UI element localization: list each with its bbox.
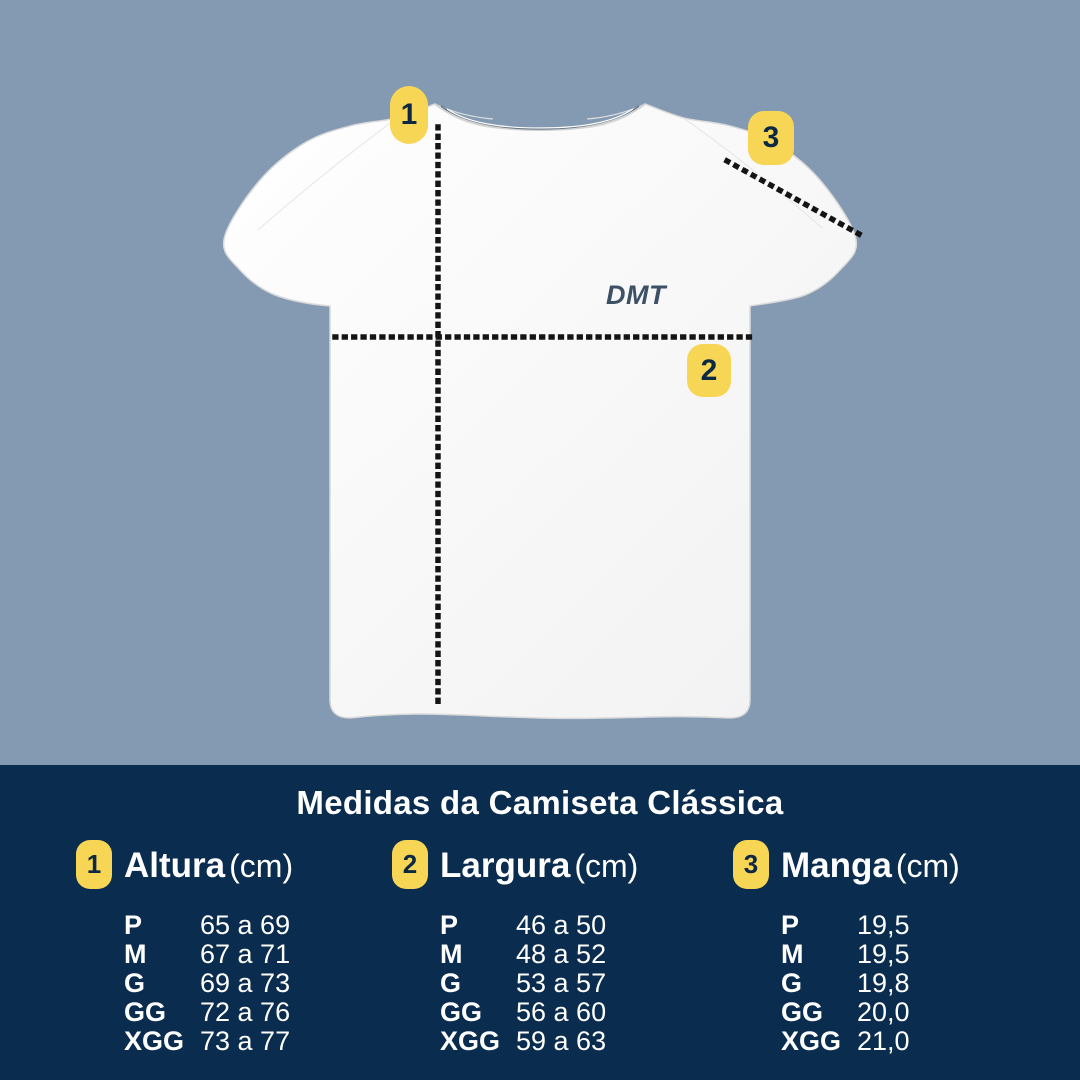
svg-text:DMT: DMT — [606, 280, 668, 310]
